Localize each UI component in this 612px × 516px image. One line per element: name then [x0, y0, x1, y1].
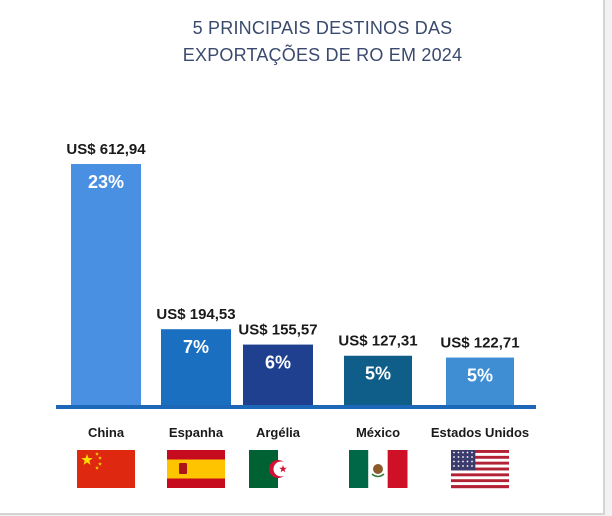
value-label: US$ 612,94	[66, 141, 146, 158]
bar-espanha	[161, 329, 231, 406]
bar-china	[71, 164, 141, 406]
percent-label: 7%	[183, 337, 209, 357]
bar-estados-unidos	[446, 357, 514, 406]
chart-title-line-1: 5 PRINCIPAIS DESTINOS DAS	[192, 18, 453, 38]
usa-flag-icon	[451, 450, 509, 489]
category-label: Estados Unidos	[431, 425, 529, 440]
category-label: Espanha	[169, 425, 224, 440]
bar-méxico	[344, 355, 412, 406]
spain-flag-icon	[167, 450, 225, 488]
percent-label: 5%	[467, 366, 493, 386]
value-label: US$ 155,57	[238, 322, 317, 339]
percent-label: 5%	[365, 364, 391, 384]
mexico-flag-icon	[349, 450, 408, 488]
value-label: US$ 194,53	[156, 306, 235, 323]
bar-argélia	[243, 344, 313, 406]
chart-title-line-2: EXPORTAÇÕES DE RO EM 2024	[182, 45, 463, 65]
percent-label: 23%	[88, 172, 124, 192]
x-axis-line	[56, 405, 536, 409]
value-label: US$ 122,71	[440, 335, 519, 352]
percent-label: 6%	[265, 353, 291, 373]
category-label: Argélia	[256, 425, 301, 440]
category-label: China	[88, 425, 125, 440]
algeria-flag-icon	[249, 450, 307, 488]
china-flag-icon	[77, 450, 135, 488]
category-label: México	[356, 425, 400, 440]
value-label: US$ 127,31	[338, 333, 417, 350]
